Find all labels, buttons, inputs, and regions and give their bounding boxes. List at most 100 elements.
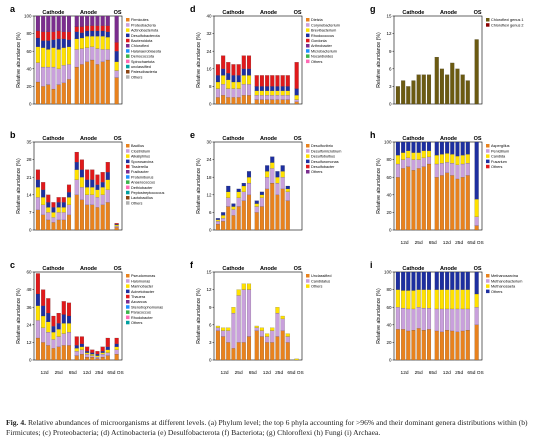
bar-segment bbox=[100, 30, 105, 37]
bar-segment bbox=[74, 49, 79, 68]
bar-segment bbox=[246, 84, 252, 96]
bar-segment bbox=[270, 75, 275, 87]
bar-segment bbox=[74, 179, 79, 195]
bar-segment bbox=[265, 188, 270, 231]
bar-segment bbox=[35, 62, 40, 83]
legend-swatch bbox=[306, 44, 310, 48]
legend-entry: Deinococcota bbox=[131, 55, 155, 59]
bar-segment bbox=[100, 352, 105, 355]
bar-segment bbox=[35, 179, 40, 188]
x-tick-label: 12d bbox=[401, 240, 409, 246]
bar-segment bbox=[259, 86, 264, 91]
bar-segment bbox=[285, 188, 290, 192]
bar-segment bbox=[90, 204, 95, 231]
bar-segment bbox=[241, 68, 246, 76]
bar-segment bbox=[51, 88, 56, 105]
legend-swatch bbox=[306, 274, 310, 278]
bar-segment bbox=[79, 48, 84, 65]
bar bbox=[401, 80, 406, 105]
bar-segment bbox=[395, 163, 400, 178]
bar-segment bbox=[236, 342, 241, 361]
y-tick-label: 30 bbox=[206, 140, 212, 145]
panel-label-i: i bbox=[370, 260, 373, 270]
bar-segment bbox=[66, 31, 72, 40]
legend-entry: Proteobacteria bbox=[131, 23, 157, 27]
bar-segment bbox=[61, 38, 66, 48]
legend-swatch bbox=[306, 18, 310, 22]
bar-segment bbox=[275, 95, 280, 100]
x-tick-label: 65d bbox=[107, 370, 115, 376]
bar-segment bbox=[56, 38, 61, 50]
bar-segment bbox=[439, 331, 444, 361]
bar-segment bbox=[95, 189, 100, 198]
y-tick-label: 24 bbox=[206, 49, 212, 54]
x-tick-label: 25d bbox=[415, 370, 423, 376]
group-label: Cathode bbox=[402, 136, 424, 142]
bar-segment bbox=[66, 197, 72, 205]
y-tick-label: 28 bbox=[26, 157, 32, 162]
bar-segment bbox=[241, 191, 246, 201]
bar-segment bbox=[226, 191, 231, 198]
bar-segment bbox=[416, 168, 421, 231]
bar-segment bbox=[231, 348, 236, 361]
legend-swatch bbox=[486, 154, 490, 158]
legend-entry: Marinobacter bbox=[131, 285, 154, 289]
y-tick-label: 12 bbox=[26, 340, 32, 345]
bar-segment bbox=[51, 15, 56, 32]
bar-segment bbox=[445, 172, 450, 231]
bar-segment bbox=[270, 327, 275, 331]
legend-swatch bbox=[126, 28, 130, 32]
legend-entry: Others bbox=[311, 285, 322, 289]
legend-swatch bbox=[126, 49, 130, 53]
bar-segment bbox=[215, 97, 220, 105]
bar-segment bbox=[95, 207, 100, 231]
bar-segment bbox=[85, 204, 90, 231]
group-label: Anode bbox=[440, 10, 457, 16]
bar-segment bbox=[465, 330, 470, 361]
x-tick-label: 25d bbox=[275, 370, 283, 376]
bar-segment bbox=[455, 271, 460, 290]
y-axis-label: Relative abundance (%) bbox=[16, 32, 22, 88]
legend-entry: Thauera bbox=[131, 295, 146, 299]
legend-entry: Halomonas bbox=[131, 279, 150, 283]
bar-segment bbox=[66, 192, 72, 198]
bar-segment bbox=[79, 346, 84, 350]
legend-swatch bbox=[306, 164, 310, 169]
y-tick-label: 0 bbox=[29, 358, 32, 363]
legend-swatch bbox=[126, 170, 130, 174]
bar-segment bbox=[254, 86, 259, 91]
panel-label-a: a bbox=[10, 4, 16, 14]
bar-segment bbox=[246, 177, 252, 184]
bar-segment bbox=[275, 182, 280, 195]
bar-segment bbox=[474, 225, 479, 231]
bar-segment bbox=[254, 203, 259, 207]
bar-segment bbox=[450, 330, 455, 361]
legend-entry: Others bbox=[311, 170, 322, 174]
bar-segment bbox=[401, 141, 406, 153]
bar-segment bbox=[275, 194, 280, 231]
group-label: Anode bbox=[440, 266, 457, 272]
bar-segment bbox=[79, 187, 84, 200]
bar-segment bbox=[105, 346, 110, 350]
bar-segment bbox=[46, 312, 51, 322]
bar-segment bbox=[56, 202, 61, 208]
legend-swatch bbox=[306, 279, 310, 283]
bar-segment bbox=[100, 49, 105, 62]
legend-entry: Microbacterium bbox=[311, 49, 337, 53]
y-tick-label: 0 bbox=[29, 228, 32, 233]
bar-segment bbox=[51, 47, 56, 68]
bar-segment bbox=[114, 15, 119, 43]
bar-segment bbox=[100, 15, 105, 26]
bar-segment bbox=[434, 330, 439, 361]
legend-swatch bbox=[126, 180, 130, 184]
bar-segment bbox=[294, 95, 299, 100]
bar-segment bbox=[254, 206, 259, 213]
y-tick-label: 15 bbox=[386, 14, 392, 19]
legend-swatch bbox=[486, 144, 490, 148]
bar-segment bbox=[74, 351, 79, 356]
x-tick-label: OS bbox=[477, 240, 484, 246]
bar-segment bbox=[465, 289, 470, 310]
y-tick-label: 16 bbox=[206, 66, 212, 71]
bar-segment bbox=[95, 48, 100, 65]
bar-segment bbox=[41, 31, 46, 41]
